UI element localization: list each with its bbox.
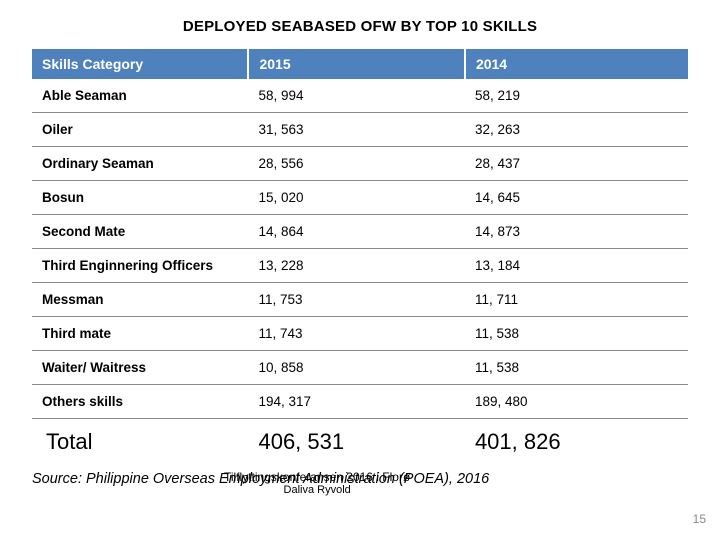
col-header-2014: 2014 (465, 49, 688, 79)
source-line: Source: Philippine Overseas Employment A… (32, 471, 688, 487)
cell-2014: 28, 437 (465, 147, 688, 181)
cell-2015: 15, 020 (248, 181, 464, 215)
total-label: Total (32, 419, 248, 466)
cell-skill: Third Enginnering Officers (32, 249, 248, 283)
cell-skill: Ordinary Seaman (32, 147, 248, 181)
overlay-text: Tilflyttingskonferansen 2016 i Florø Dal… (224, 471, 410, 496)
slide-title: DEPLOYED SEABASED OFW BY TOP 10 SKILLS (32, 18, 688, 35)
table-header-row: Skills Category 2015 2014 (32, 49, 688, 79)
cell-2015: 10, 858 (248, 351, 464, 385)
cell-2015: 194, 317 (248, 385, 464, 419)
cell-2015: 11, 743 (248, 317, 464, 351)
cell-2015: 14, 864 (248, 215, 464, 249)
cell-skill: Oiler (32, 113, 248, 147)
table-row: Bosun 15, 020 14, 645 (32, 181, 688, 215)
table-row: Messman 11, 753 11, 711 (32, 283, 688, 317)
table-row: Third Enginnering Officers 13, 228 13, 1… (32, 249, 688, 283)
table-row: Second Mate 14, 864 14, 873 (32, 215, 688, 249)
table-row: Others skills 194, 317 189, 480 (32, 385, 688, 419)
cell-skill: Third mate (32, 317, 248, 351)
col-header-2015: 2015 (248, 49, 464, 79)
overlay-line2: Daliva Ryvold (284, 484, 351, 496)
total-2014: 401, 826 (465, 419, 688, 466)
total-2015: 406, 531 (248, 419, 464, 466)
cell-2014: 13, 184 (465, 249, 688, 283)
slide: DEPLOYED SEABASED OFW BY TOP 10 SKILLS S… (0, 0, 720, 540)
cell-2015: 28, 556 (248, 147, 464, 181)
table-row: Waiter/ Waitress 10, 858 11, 538 (32, 351, 688, 385)
cell-skill: Bosun (32, 181, 248, 215)
table-row: Ordinary Seaman 28, 556 28, 437 (32, 147, 688, 181)
overlay-line1: Tilflyttingskonferansen 2016 i Florø (224, 470, 410, 484)
cell-skill: Others skills (32, 385, 248, 419)
col-header-skill: Skills Category (32, 49, 248, 79)
cell-skill: Messman (32, 283, 248, 317)
cell-2014: 189, 480 (465, 385, 688, 419)
cell-2014: 11, 711 (465, 283, 688, 317)
cell-skill: Second Mate (32, 215, 248, 249)
cell-skill: Able Seaman (32, 79, 248, 113)
table-row: Oiler 31, 563 32, 263 (32, 113, 688, 147)
cell-2014: 14, 873 (465, 215, 688, 249)
cell-2014: 58, 219 (465, 79, 688, 113)
table-row: Able Seaman 58, 994 58, 219 (32, 79, 688, 113)
skills-table: Skills Category 2015 2014 Able Seaman 58… (32, 49, 688, 465)
page-number: 15 (693, 512, 706, 526)
cell-2014: 11, 538 (465, 351, 688, 385)
table-total-row: Total 406, 531 401, 826 (32, 419, 688, 466)
cell-2015: 11, 753 (248, 283, 464, 317)
cell-2015: 58, 994 (248, 79, 464, 113)
cell-2015: 13, 228 (248, 249, 464, 283)
cell-2014: 32, 263 (465, 113, 688, 147)
cell-2014: 11, 538 (465, 317, 688, 351)
cell-2015: 31, 563 (248, 113, 464, 147)
cell-skill: Waiter/ Waitress (32, 351, 248, 385)
table-row: Third mate 11, 743 11, 538 (32, 317, 688, 351)
cell-2014: 14, 645 (465, 181, 688, 215)
